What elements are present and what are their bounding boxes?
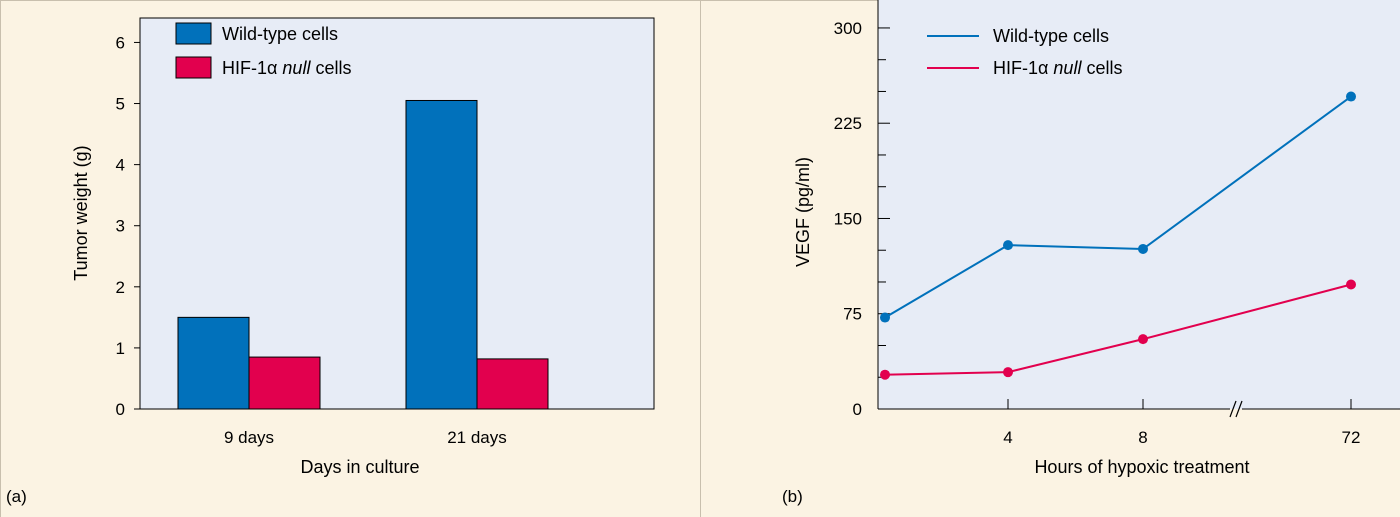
legend-b-cells-part: cells xyxy=(1081,58,1122,78)
panel-b-legend-label-hif-null: HIF-1α null cells xyxy=(993,58,1122,78)
panel-a-bars xyxy=(177,99,549,410)
panel-b-series xyxy=(880,91,1356,380)
point-wild-type-4h xyxy=(1003,240,1013,251)
panel-b-y-tick-label: 300 xyxy=(834,19,862,38)
axis-break-mark-left xyxy=(1229,400,1237,418)
panel-b-x-tick-label: 72 xyxy=(1342,428,1361,447)
series-line-wild-type xyxy=(884,95,1352,319)
panel-a-y-axis-title: Tumor weight (g) xyxy=(71,145,91,280)
panel-a-y-tick-label: 4 xyxy=(116,156,125,175)
panel-b-y-tick-label: 225 xyxy=(834,114,862,133)
panel-b-plot-area xyxy=(878,0,1400,409)
panel-b-line-chart: 0 75 150 225 300 4 8 72 VEGF (pg/ml) Hours of … xyxy=(782,0,1400,506)
panel-a-y-tick-label: 3 xyxy=(116,217,125,236)
legend-b-hif-part: HIF-1α xyxy=(993,58,1053,78)
point-hif-null-72h xyxy=(1346,279,1356,290)
panel-a-legend-label-hif-null: HIF-1α null cells xyxy=(222,58,351,78)
panel-b-x-tick-label: 4 xyxy=(1003,428,1012,447)
panel-a-y-tick-label: 6 xyxy=(116,33,125,52)
panel-b-x-ticks: 4 8 72 xyxy=(1003,399,1360,447)
legend-b-null-part: null xyxy=(1053,58,1082,78)
panel-a-bar-chart: 0 1 2 3 4 5 6 9 days 21 days Tumor weight (g) D… xyxy=(6,17,655,506)
point-hif-null-8h xyxy=(1138,334,1148,345)
panel-a-label: (a) xyxy=(6,487,27,506)
panel-a-x-tick-label: 21 days xyxy=(447,428,507,447)
panel-a-y-ticks: 0 1 2 3 4 5 6 xyxy=(116,33,140,419)
panel-a-y-tick-label: 5 xyxy=(116,95,125,114)
bar-hif-null-21-days xyxy=(476,358,549,410)
axis-break-mark-right xyxy=(1235,400,1243,418)
legend-a-hif-part: HIF-1α xyxy=(222,58,282,78)
panel-a-legend-swatch-wild-type xyxy=(175,22,212,45)
point-wild-type-8h xyxy=(1138,243,1148,254)
panel-b-legend-label-wild-type: Wild-type cells xyxy=(993,26,1109,46)
panel-b-y-tick-label: 150 xyxy=(834,209,862,228)
panel-a-x-tick-label: 9 days xyxy=(224,428,274,447)
panel-b-x-tick-label: 8 xyxy=(1138,428,1147,447)
panel-b-y-axis-title: VEGF (pg/ml) xyxy=(793,157,813,267)
panel-b-axis-break xyxy=(1229,400,1243,418)
legend-a-cells-part: cells xyxy=(310,58,351,78)
panel-a-x-axis-title: Days in culture xyxy=(300,457,419,477)
panel-b-label: (b) xyxy=(782,487,803,506)
bar-hif-null-9-days xyxy=(248,356,321,410)
panel-a-y-tick-label: 1 xyxy=(116,339,125,358)
point-wild-type-72h xyxy=(1346,91,1356,102)
panel-b-y-tick-label: 0 xyxy=(853,400,862,419)
panel-b-y-ticks: 0 75 150 225 300 xyxy=(834,19,890,419)
panel-b-y-tick-label: 75 xyxy=(843,305,862,324)
point-hif-null-4h xyxy=(1003,367,1013,378)
panel-a-y-tick-label: 2 xyxy=(116,278,125,297)
bar-wild-type-9-days xyxy=(177,316,250,410)
panel-a-y-tick-label: 0 xyxy=(116,400,125,419)
point-wild-type-0h xyxy=(880,312,890,323)
panel-a-x-tick-labels: 9 days 21 days xyxy=(224,428,507,447)
legend-a-null-part: null xyxy=(282,58,311,78)
panel-b-x-axis-title: Hours of hypoxic treatment xyxy=(1034,457,1249,477)
panel-a-legend-label-wild-type: Wild-type cells xyxy=(222,24,338,44)
series-line-hif-null xyxy=(884,283,1352,376)
panel-a-legend-swatch-hif-null xyxy=(175,56,212,79)
panel-b-legend: Wild-type cells HIF-1α null cells xyxy=(927,26,1122,78)
point-hif-null-0h xyxy=(880,369,890,380)
bar-wild-type-21-days xyxy=(405,99,478,410)
panel-a-legend: Wild-type cells HIF-1α null cells xyxy=(175,22,351,79)
